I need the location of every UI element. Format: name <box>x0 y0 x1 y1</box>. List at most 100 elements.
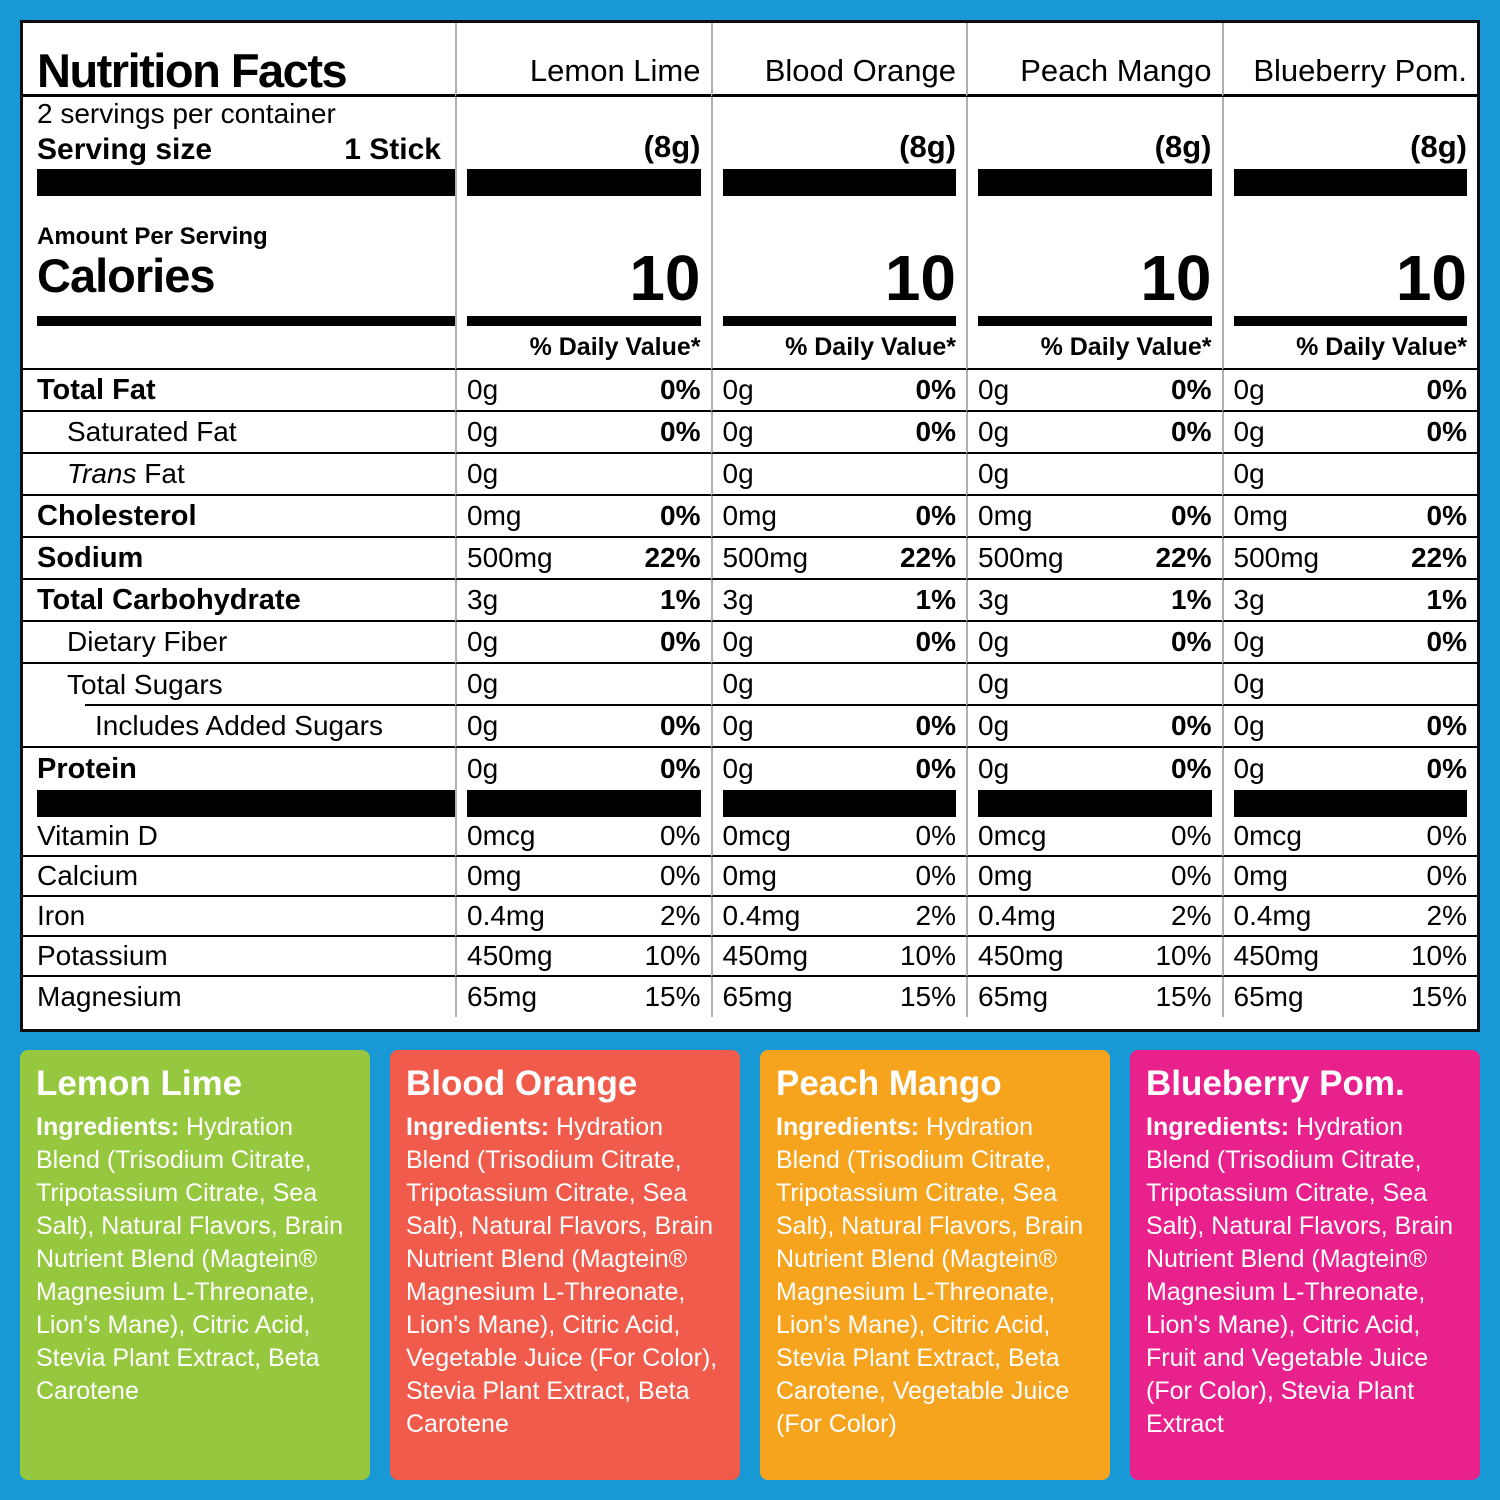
nutrient-row: Dietary Fiber 0g 0% 0g 0% 0g 0% 0g 0% <box>23 622 1477 664</box>
nutrient-row: Cholesterol 0mg 0% 0mg 0% 0mg 0% 0mg 0% <box>23 496 1477 538</box>
bar-fill <box>37 790 455 817</box>
divider-bar <box>710 169 967 196</box>
nutrient-daily-value: 0% <box>915 416 956 447</box>
flavor-box: Blood Orange Ingredients: Hydration Blend… <box>390 1050 740 1480</box>
mid-bar <box>23 316 455 326</box>
nutrient-daily-value: 0% <box>1426 626 1467 657</box>
nutrient-value-cell: 0g 0% <box>455 622 711 664</box>
nutrient-value-cell: 0g 0% <box>966 622 1222 664</box>
divider-bar <box>23 790 455 817</box>
nutrient-row: Saturated Fat 0g 0% 0g 0% 0g 0% 0g 0% <box>23 412 1477 454</box>
calories-value-cell: 10 <box>710 196 967 316</box>
vitamin-daily-value: 0% <box>660 860 701 891</box>
serving-weight: (8g) <box>1154 129 1212 164</box>
serving-weight-cell: (8g) <box>710 97 967 169</box>
serving-weight: (8g) <box>899 129 956 164</box>
nutrient-amount: 0mg <box>722 500 777 531</box>
nutrient-value-cell: 3g 1% <box>710 580 966 622</box>
vitamin-daily-value: 10% <box>644 940 701 971</box>
nutrient-value-cell: 0g 0% <box>1221 706 1477 748</box>
bar-fill <box>467 790 701 817</box>
vitamin-row: Iron 0.4mg 2% 0.4mg 2% 0.4mg 2% 0.4mg 2% <box>23 897 1477 937</box>
spacer-cell <box>23 1017 455 1029</box>
calories-label-cell: Amount Per Serving Calories <box>23 196 455 316</box>
nutrient-value-cell: 0g 0% <box>710 370 966 412</box>
nutrient-amount: 0mg <box>978 500 1033 531</box>
nutrient-value-cell: 0g <box>710 664 966 706</box>
flavor-box-title: Blueberry Pom. <box>1146 1064 1405 1103</box>
nutrient-amount: 0g <box>1233 626 1265 657</box>
calories-row: Amount Per Serving Calories 10 10 10 10 <box>23 196 1477 316</box>
bar-fill <box>722 316 956 326</box>
flavor-ingredients: Ingredients: Hydration Blend (Trisodium … <box>36 1111 354 1408</box>
ingredients-label: Ingredients: <box>776 1112 920 1141</box>
nutrient-amount: 3g <box>467 584 499 615</box>
ingredients-text: Hydration Blend (Trisodium Citrate, Trip… <box>406 1112 718 1438</box>
nutrient-amount: 0g <box>722 626 754 657</box>
nutrient-amount: 0g <box>978 753 1010 784</box>
vitamin-row: Magnesium 65mg 15% 65mg 15% 65mg 15% 65mg 15% <box>23 977 1477 1017</box>
vitamin-value-cell: 0mcg 0% <box>1221 817 1477 857</box>
nutrient-daily-value: 1% <box>915 584 956 615</box>
vitamin-amount: 0mcg <box>978 820 1047 851</box>
nutrient-label: Total Fat <box>37 373 156 406</box>
nutrient-daily-value: 1% <box>1171 584 1212 615</box>
flavor-box: Blueberry Pom. Ingredients: Hydration Ble… <box>1130 1050 1480 1480</box>
nutrient-daily-value: 0% <box>1171 626 1212 657</box>
vitamin-value-cell: 450mg 10% <box>1221 937 1477 977</box>
mid-bar <box>966 316 1222 326</box>
vitamin-value-cell: 450mg 10% <box>966 937 1222 977</box>
calories-value: 10 <box>884 242 956 315</box>
flavor-box: Lemon Lime Ingredients: Hydration Blend (… <box>20 1050 370 1480</box>
nutrient-daily-value: 1% <box>660 584 701 615</box>
serving-weight-cell: (8g) <box>966 97 1222 169</box>
spacer-cell <box>1222 1017 1478 1029</box>
nutrient-row: Includes Added Sugars 0g 0% 0g 0% 0g 0% 0g 0% <box>23 706 1477 748</box>
nutrient-label: Dietary Fiber <box>67 626 228 657</box>
nutrient-value-cell: 0g 0% <box>966 706 1222 748</box>
title-text: Nutrition Facts <box>37 44 348 98</box>
nutrition-facts-title: Nutrition Facts <box>23 23 455 97</box>
divider-bar <box>455 790 711 817</box>
nutrient-value-cell: 0g 0% <box>966 748 1222 790</box>
flavor-column-header: Lemon Lime <box>455 23 711 97</box>
vitamin-amount: 65mg <box>978 981 1049 1012</box>
nutrient-value-cell: 3g 1% <box>455 580 711 622</box>
vitamin-daily-value: 2% <box>915 900 956 931</box>
divider-bar <box>966 169 1222 196</box>
flavor-ingredients: Ingredients: Hydration Blend (Trisodium … <box>406 1111 724 1441</box>
nutrient-daily-value: 1% <box>1426 584 1467 615</box>
daily-value-header-cell: % Daily Value* <box>710 326 966 370</box>
serving-weight: (8g) <box>643 129 701 164</box>
nutrient-amount: 0g <box>978 626 1010 657</box>
nutrient-daily-value: 0% <box>1426 416 1467 447</box>
vitamin-value-cell: 0.4mg 2% <box>966 897 1222 937</box>
nutrient-row: Total Carbohydrate 3g 1% 3g 1% 3g 1% 3g 1% <box>23 580 1477 622</box>
nutrient-value-cell: 0g <box>966 664 1222 706</box>
daily-value-header-cell: % Daily Value* <box>966 326 1222 370</box>
header-row: Nutrition Facts Lemon Lime Blood Orange Pea… <box>23 23 1477 97</box>
nutrient-value-cell: 500mg 22% <box>1221 538 1477 580</box>
daily-value-header: % Daily Value* <box>529 332 701 361</box>
nutrient-value-cell: 3g 1% <box>1221 580 1477 622</box>
nutrient-amount: 0g <box>978 374 1010 405</box>
vitamin-daily-value: 15% <box>1410 981 1467 1012</box>
serving-size-line: Serving size 1 Stick <box>37 133 455 167</box>
nutrient-amount: 500mg <box>722 542 809 573</box>
vitamin-value-cell: 0mg 0% <box>455 857 711 897</box>
nutrient-amount: 500mg <box>467 542 553 573</box>
daily-value-row: % Daily Value* % Daily Value* % Daily Valu… <box>23 326 1477 370</box>
nutrient-label-cell: Cholesterol <box>23 496 455 538</box>
nutrient-value-cell: 0g <box>455 454 711 496</box>
vitamin-value-cell: 0mcg 0% <box>455 817 711 857</box>
ingredients-text: Hydration Blend (Trisodium Citrate, Trip… <box>36 1112 344 1405</box>
vitamin-daily-value: 0% <box>1426 820 1467 851</box>
nutrient-daily-value: 0% <box>660 710 701 741</box>
nutrient-label: Total Carbohydrate <box>37 583 301 616</box>
bar-fill <box>978 169 1212 196</box>
ingredients-label: Ingredients: <box>406 1112 550 1141</box>
bar-fill <box>1233 169 1467 196</box>
vitamin-amount: 0mg <box>467 860 522 891</box>
nutrient-value-cell: 0g 0% <box>966 412 1222 454</box>
nutrient-amount: 0g <box>467 668 499 699</box>
